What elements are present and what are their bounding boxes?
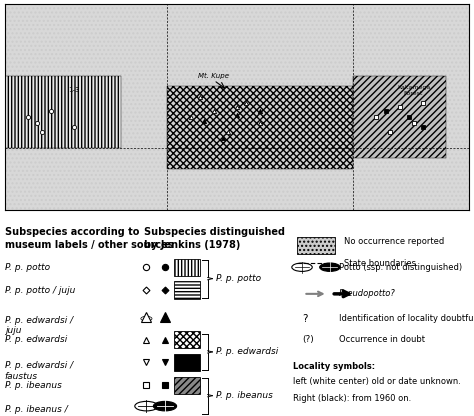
Text: left (white center) old or date unknown.: left (white center) old or date unknown. <box>293 377 461 386</box>
Text: No occurrence reported: No occurrence reported <box>344 237 444 246</box>
Circle shape <box>159 316 171 321</box>
Text: Mt. Kupe: Mt. Kupe <box>198 73 229 79</box>
Text: P. p. potto / juju: P. p. potto / juju <box>5 285 75 295</box>
Text: P. p. ibeanus: P. p. ibeanus <box>5 381 62 390</box>
Bar <box>174 376 200 394</box>
Bar <box>174 354 200 371</box>
Text: Pseudopotto?: Pseudopotto? <box>339 290 396 298</box>
Text: 1-3: 1-3 <box>69 87 80 94</box>
Text: P. p. edwardsi: P. p. edwardsi <box>5 335 67 344</box>
Text: Kakamega
Forest: Kakamega Forest <box>397 85 430 96</box>
Circle shape <box>292 263 312 271</box>
Text: Right (black): from 1960 on.: Right (black): from 1960 on. <box>293 394 411 403</box>
Text: Locality symbols:: Locality symbols: <box>293 362 375 371</box>
Text: Identification of locality doubtful: Identification of locality doubtful <box>339 314 474 323</box>
Text: Subspecies according to
museum labels / other sources: Subspecies according to museum labels / … <box>5 227 173 250</box>
Text: P. p. ibeanus /
faustus: P. p. ibeanus / faustus <box>5 405 67 416</box>
Text: Potto (ssp. not distinguished): Potto (ssp. not distinguished) <box>339 263 462 272</box>
Text: ?: ? <box>302 314 308 324</box>
Circle shape <box>319 263 340 271</box>
Bar <box>174 331 200 348</box>
Polygon shape <box>167 87 353 168</box>
Text: (?): (?) <box>302 335 314 344</box>
Text: P. p. edwardsi /
faustus: P. p. edwardsi / faustus <box>5 362 73 381</box>
Text: State boundaries: State boundaries <box>344 259 416 268</box>
Bar <box>297 237 335 254</box>
Text: P. p. potto: P. p. potto <box>216 274 261 283</box>
Text: P. p. edwardsi /
juju: P. p. edwardsi / juju <box>5 316 73 335</box>
Text: Occurrence in doubt: Occurrence in doubt <box>339 335 425 344</box>
Bar <box>174 282 200 299</box>
Polygon shape <box>5 76 121 148</box>
Text: Subspecies distinguished
by Jenkins (1978): Subspecies distinguished by Jenkins (197… <box>144 227 285 250</box>
Polygon shape <box>353 76 446 158</box>
Bar <box>174 259 200 276</box>
Text: P. p. ibeanus: P. p. ibeanus <box>216 391 273 400</box>
Circle shape <box>135 401 158 411</box>
Text: P. p. potto: P. p. potto <box>5 263 50 272</box>
Text: P. p. edwardsi: P. p. edwardsi <box>216 347 278 357</box>
Circle shape <box>154 401 177 411</box>
